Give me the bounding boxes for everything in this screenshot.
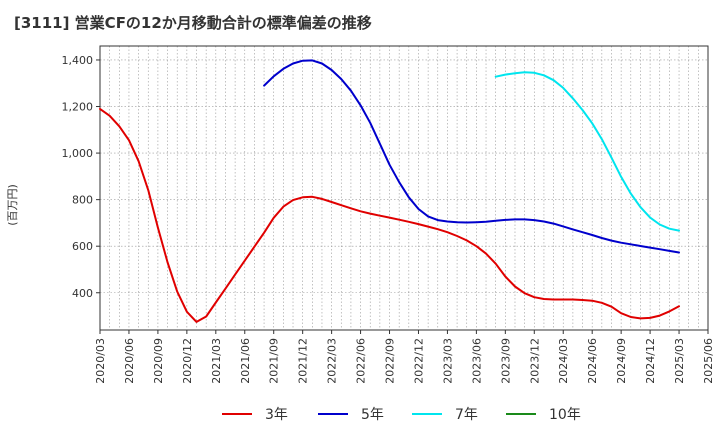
y-tick-label: 1,000 [62, 147, 94, 160]
x-tick-label: 2023/12 [528, 338, 541, 384]
x-tick-label: 2021/03 [210, 338, 223, 384]
series-line-5年 [263, 59, 680, 254]
y-tick-label: 1,200 [62, 101, 94, 114]
chart-title: [3111] 営業CFの12か月移動合計の標準偏差の推移 [14, 14, 372, 32]
x-tick-label: 2024/06 [586, 338, 599, 384]
x-tick-label: 2020/09 [152, 338, 165, 384]
legend-label: 3年 [265, 407, 288, 423]
x-tick-label: 2021/09 [268, 338, 281, 384]
x-tick-label: 2020/06 [123, 338, 136, 384]
x-tick-label: 2023/03 [441, 338, 454, 384]
x-tick-label: 2024/03 [557, 338, 570, 384]
y-tick-label: 1,400 [62, 54, 94, 67]
x-tick-label: 2023/09 [499, 338, 512, 384]
x-tick-label: 2022/03 [326, 338, 339, 384]
legend-label: 7年 [455, 407, 478, 423]
y-tick-label: 800 [72, 194, 93, 207]
x-axis-ticks: 2020/03 2020/06 2020/09 2020/12 2021/03 2021/… [94, 330, 715, 384]
x-tick-label: 2020/12 [181, 338, 194, 384]
x-tick-label: 2024/09 [615, 338, 628, 384]
x-tick-label: 2025/06 [702, 338, 715, 384]
y-tick-label: 600 [72, 240, 93, 253]
y-tick-label: 400 [72, 287, 93, 300]
legend-label: 10年 [549, 407, 581, 423]
series-line-7年 [494, 71, 680, 232]
x-tick-label: 2022/09 [384, 338, 397, 384]
x-tick-label: 2023/06 [470, 338, 483, 384]
legend: 3年 5年 7年 10年 [222, 407, 581, 423]
plot-area [99, 45, 709, 331]
series-lines [99, 59, 680, 323]
y-axis-label: (百万円) [6, 184, 19, 226]
x-tick-label: 2025/03 [673, 338, 686, 384]
x-tick-label: 2024/12 [644, 338, 657, 384]
x-tick-label: 2022/06 [355, 338, 368, 384]
x-tick-label: 2021/12 [297, 338, 310, 384]
x-tick-label: 2020/03 [94, 338, 107, 384]
series-line-3年 [99, 107, 680, 323]
y-axis-ticks: 400 600 800 1,000 1,200 1,400 [62, 54, 100, 300]
legend-label: 5年 [361, 407, 384, 423]
x-tick-label: 2021/06 [239, 338, 252, 384]
x-tick-label: 2022/12 [412, 338, 425, 384]
